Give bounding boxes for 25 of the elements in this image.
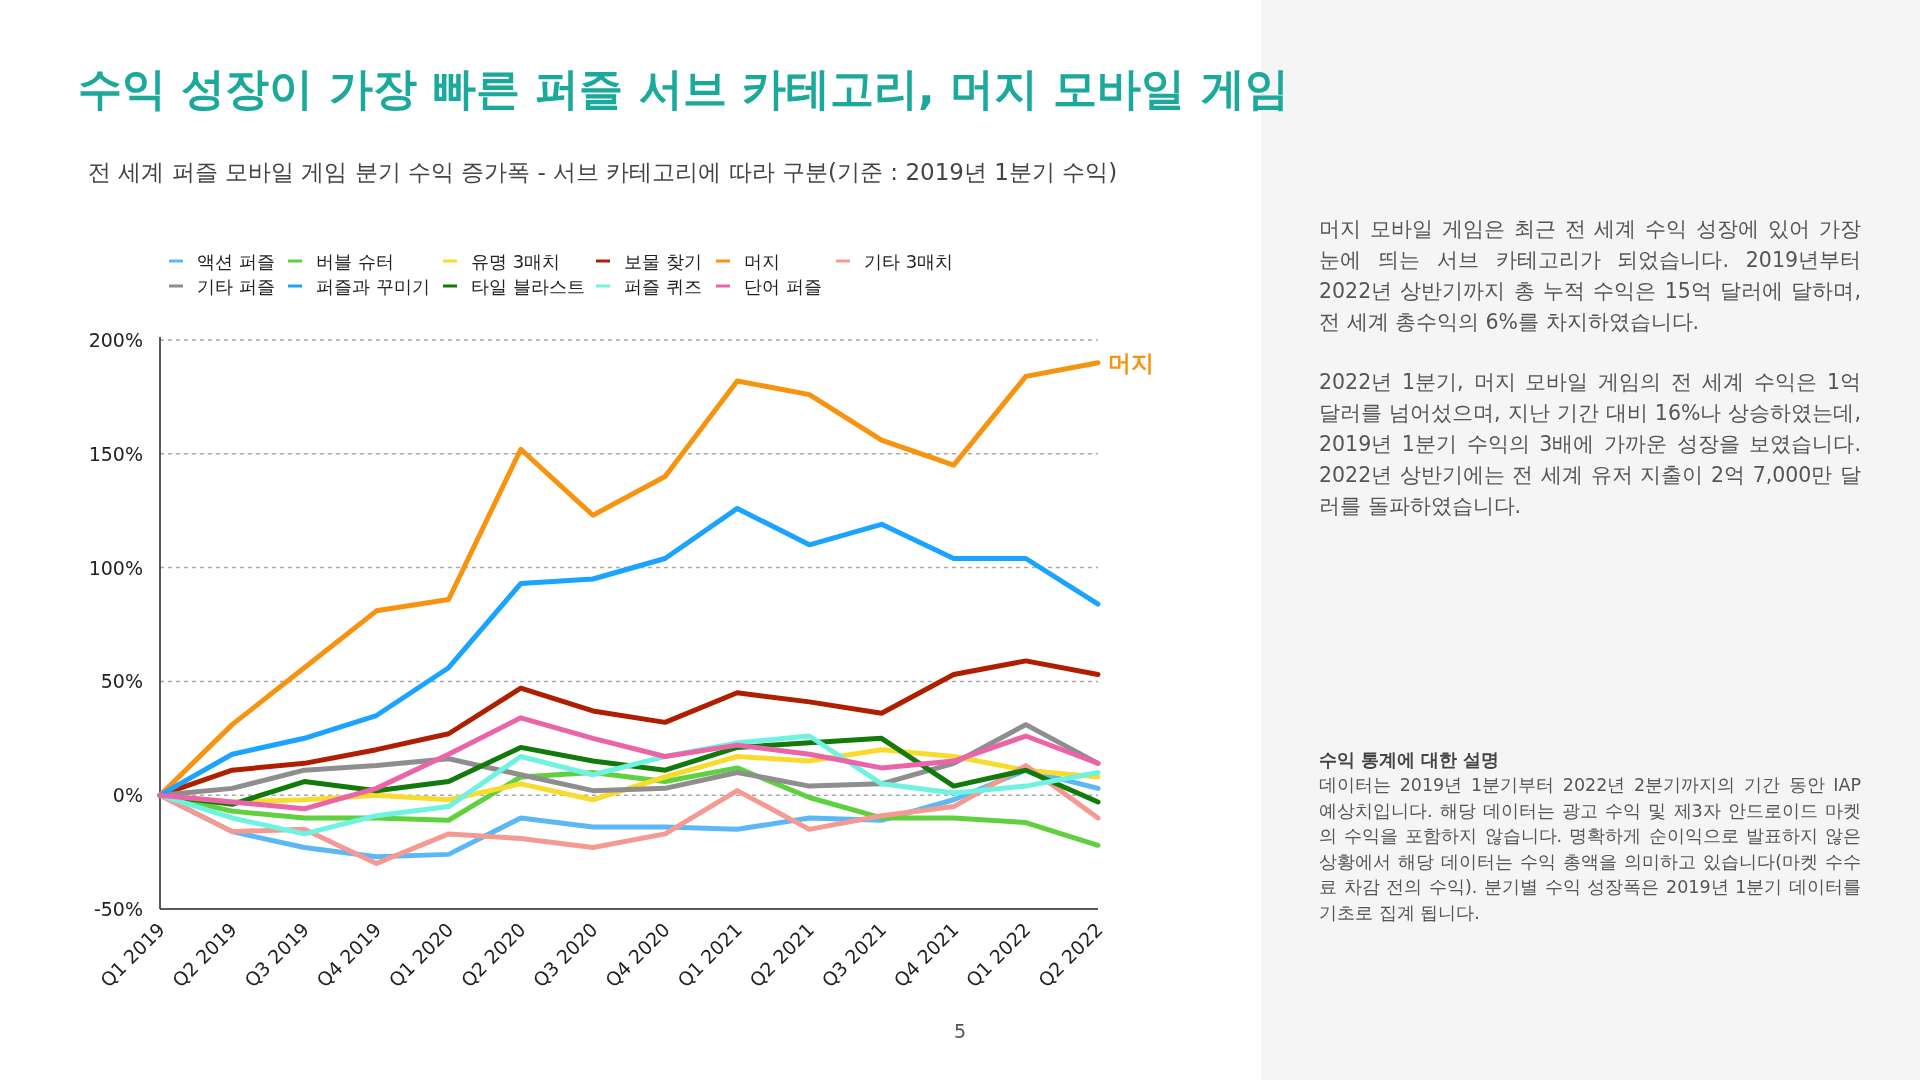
y-tick-label: -50% [93, 898, 143, 920]
text: 5 [952, 1020, 968, 1042]
y-tick-label: 50% [100, 670, 143, 693]
legend-label: 퍼즐 퀴즈 [624, 276, 702, 297]
legend-label: 기타 3매치 [864, 251, 954, 272]
legend-label: 기타 퍼즐 [197, 276, 275, 297]
chart-subtitle: 전 세계 퍼즐 모바일 게임 분기 수익 증가폭 - 서브 카테고리에 따라 구분(기준 : 2019년 1분기 수익) [88, 159, 1118, 185]
legend-label: 단어 퍼즐 [744, 276, 822, 297]
legend-label: 보물 찾기 [624, 251, 702, 272]
annotation: 머지 [1108, 349, 1154, 376]
text: 수익 통계에 대한 설명 [1319, 749, 1501, 772]
legend-label: 유명 3매치 [471, 251, 561, 272]
text: 머지 모바일 게임은 최근 전 세계 수익 성장에 있어 가장 눈에 띄는 서브 카테고리가 되었습니다. 2019년부터 2022년 상반기까지 총 누적 수익은 15억 달러에 달하며, 전 세계 총수익의 6%를 차지하였습니다. [1319, 216, 1861, 336]
text: 데이터는 2019년 1분기부터 2022년 2분기까지의 기간 동안 IAP 예상치입니다. 해당 데이터는 광고 수익 및 제3자 안드로이드 마켓의 수익을 포함하지 않습니다. 명확하게 순이익으로 발표하지 않은 상황에서 해당 데이터는 수익 총액을 의미하고 있습니다(마켓 수수료 차감 전의 수익). 분기별 수익 성장폭은 2019년 1분기 데이터를 기초로 집계 됩니다. [1319, 774, 1862, 925]
text: 2022년 1분기, 머지 모바일 게임의 전 세계 수익은 1억 달러를 넘어섰으며, 지난 기간 대비 16%나 상승하였는데, 2019년 1분기 수익의 3배에 가까운 성장을 보였습니다. 2022년 상반기에는 전 세계 유저 지출이 2억 7,000만 달러를 돌파하였습니다. [1319, 369, 1861, 520]
legend-label: 타일 블라스트 [471, 276, 585, 297]
chart-title: 수익 성장이 가장 빠른 퍼즐 서브 카테고리, 머지 모바일 게임 [78, 63, 1289, 114]
y-tick-label: 150% [88, 442, 143, 465]
y-tick-label: 200% [88, 329, 143, 351]
y-tick-label: 0% [112, 784, 143, 807]
legend-label: 버블 슈터 [316, 251, 394, 272]
legend-label: 액션 퍼즐 [197, 251, 275, 272]
legend-label: 머지 [744, 251, 780, 272]
legend-label: 퍼즐과 꾸미기 [316, 276, 430, 297]
y-tick-label: 100% [88, 556, 143, 579]
